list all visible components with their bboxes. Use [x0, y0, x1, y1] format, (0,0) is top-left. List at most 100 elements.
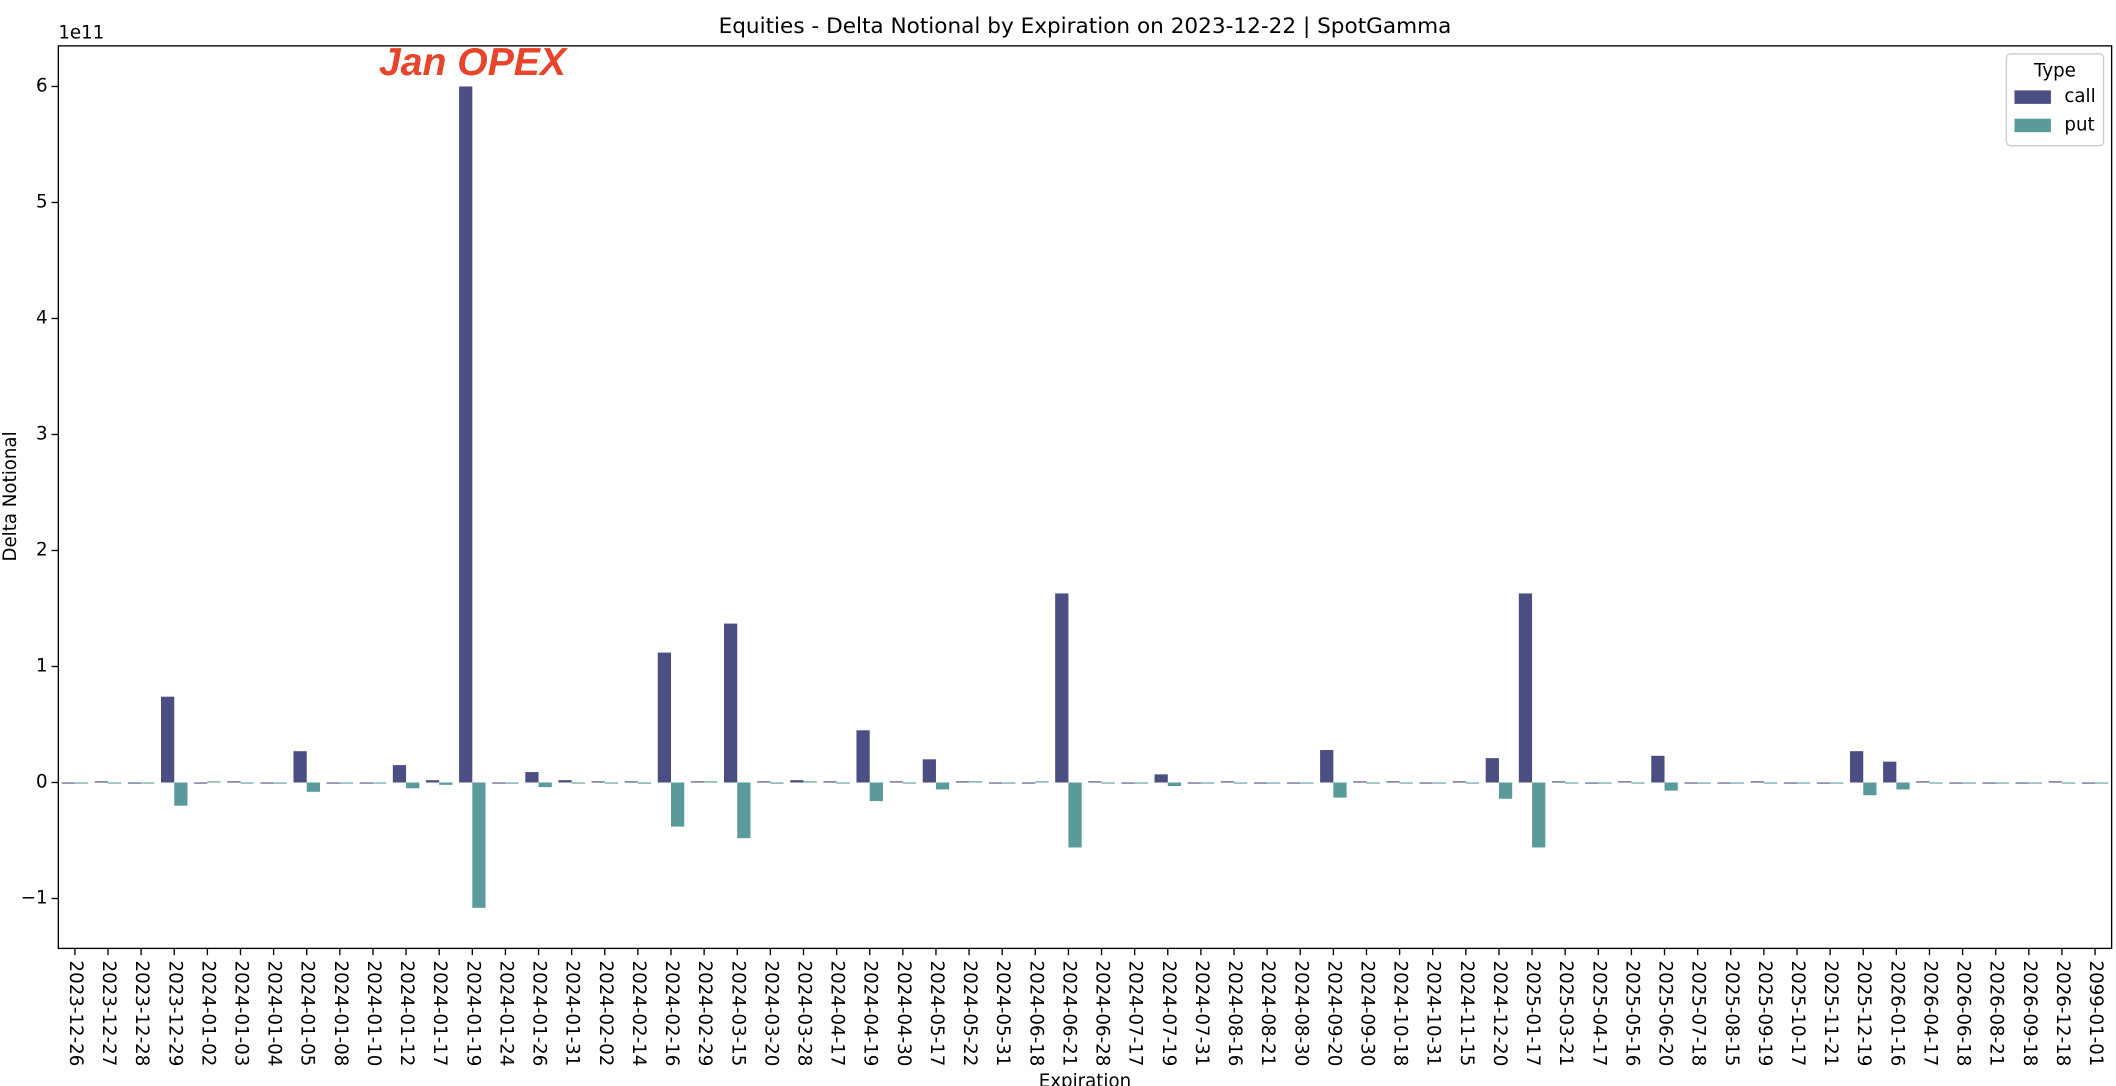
bar — [1618, 781, 1632, 783]
x-tick-label: 2025-07-18 — [1688, 961, 1709, 1067]
plot-frame — [57, 45, 2113, 950]
x-tick-label: 2025-06-20 — [1655, 961, 1676, 1067]
bar — [1333, 782, 1347, 798]
bar — [1022, 782, 1036, 784]
x-tick-label: 2024-03-20 — [760, 961, 781, 1067]
x-tick-label: 2024-06-28 — [1092, 961, 1113, 1067]
bar — [1200, 782, 1215, 784]
x-tick-label: 2025-12-19 — [1853, 961, 1874, 1067]
x-tick-label: 2024-01-05 — [297, 961, 318, 1067]
x-tick-label: 2024-05-31 — [992, 961, 1013, 1067]
x-tick-label: 2024-02-29 — [694, 961, 715, 1067]
bar — [704, 781, 718, 783]
x-tick-label: 2025-09-19 — [1754, 961, 1775, 1067]
y-tick-label: 4 — [36, 307, 48, 328]
bar — [604, 782, 619, 784]
bar — [1286, 782, 1301, 784]
bar — [1664, 782, 1678, 791]
y-tick-label: 1 — [36, 656, 48, 677]
x-tick-label: 2024-07-19 — [1158, 961, 1179, 1067]
bar — [757, 781, 771, 783]
bar — [2028, 782, 2043, 784]
bar — [1995, 782, 2009, 784]
y-tick-label: 5 — [36, 191, 48, 212]
bar — [127, 782, 142, 784]
bar — [293, 751, 307, 783]
x-tick-label: 2024-02-02 — [595, 961, 616, 1067]
x-tick-label: 2025-04-17 — [1588, 961, 1609, 1067]
bar — [1088, 781, 1102, 783]
x-tick-label: 2024-02-14 — [628, 961, 649, 1067]
x-tick-label: 2024-08-16 — [1224, 961, 1245, 1067]
bar — [1002, 782, 1016, 784]
bar — [227, 781, 241, 783]
annotation: Jan OPEX — [379, 41, 569, 84]
x-tick-label: 2099-01-01 — [2085, 961, 2106, 1067]
bar — [273, 782, 287, 784]
bar — [988, 782, 1003, 784]
bar — [1121, 782, 1135, 784]
bar — [439, 782, 453, 785]
x-tick-label: 2024-12-20 — [1489, 961, 1510, 1067]
bar — [1134, 782, 1148, 784]
x-tick-label: 2025-05-16 — [1621, 961, 1642, 1067]
bar — [1320, 750, 1334, 783]
bar — [1730, 782, 1745, 784]
bar — [240, 782, 254, 784]
x-tick-label: 2026-04-17 — [1919, 961, 1940, 1067]
bar — [174, 782, 188, 806]
bar — [1035, 781, 1049, 783]
x-tick-label: 2024-08-30 — [1290, 961, 1311, 1067]
bar — [1565, 782, 1579, 784]
bar — [108, 782, 122, 784]
bar — [591, 781, 605, 783]
y-tick-label: 0 — [36, 772, 48, 793]
y-tick-label: −1 — [21, 888, 48, 909]
bar — [2048, 781, 2062, 783]
bar — [922, 759, 936, 783]
bar — [1916, 781, 1930, 783]
y-tick-label: 2 — [36, 539, 48, 560]
x-tick-label: 2024-11-15 — [1456, 961, 1477, 1067]
bar — [1518, 593, 1533, 783]
legend-label: call — [2064, 86, 2095, 107]
x-tick-label: 2026-12-18 — [2052, 961, 2073, 1067]
x-tick-label: 2024-07-17 — [1125, 961, 1146, 1067]
bar — [1452, 781, 1466, 783]
bar — [1551, 781, 1566, 783]
bar — [803, 781, 817, 783]
x-tick-label: 2024-10-31 — [1423, 961, 1444, 1067]
bar — [1253, 782, 1268, 784]
bar — [94, 781, 109, 783]
bar — [1366, 782, 1380, 784]
bar — [1717, 782, 1731, 784]
bar — [1684, 782, 1698, 784]
x-tick-label: 2024-01-04 — [264, 961, 285, 1067]
bar — [690, 781, 705, 783]
x-tick-label: 2024-01-12 — [396, 961, 417, 1067]
x-tick-label: 2024-03-15 — [727, 961, 748, 1067]
bar — [657, 652, 672, 783]
bar — [207, 781, 221, 783]
bar — [1929, 782, 1943, 784]
y-tick-label: 6 — [36, 75, 48, 96]
bar — [856, 730, 870, 783]
bar — [571, 782, 585, 784]
legend-label: put — [2064, 114, 2094, 135]
x-tick-label: 2024-02-16 — [661, 961, 682, 1067]
x-tick-label: 2024-05-22 — [959, 961, 980, 1067]
x-tick-label: 2024-09-20 — [1323, 961, 1344, 1067]
bar — [1465, 782, 1480, 784]
bar — [1816, 782, 1831, 784]
bar — [2095, 782, 2109, 784]
x-tick-label: 2025-01-17 — [1522, 961, 1543, 1067]
x-tick-label: 2024-07-31 — [1191, 961, 1212, 1067]
bar — [1167, 782, 1182, 786]
x-tick-label: 2024-01-31 — [562, 961, 583, 1067]
bar — [392, 765, 407, 783]
x-tick-label: 2024-06-18 — [1025, 961, 1046, 1067]
bar — [836, 782, 850, 784]
bar — [935, 782, 950, 790]
bar — [969, 781, 983, 783]
bar — [2015, 782, 2029, 784]
